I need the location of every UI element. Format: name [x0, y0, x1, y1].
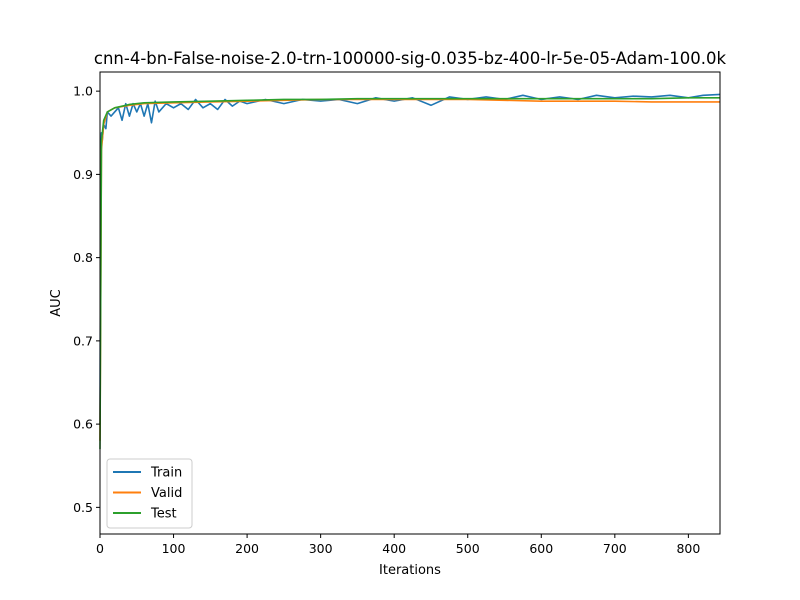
chart-title: cnn-4-bn-False-noise-2.0-trn-100000-sig-…	[94, 49, 727, 68]
x-tick-label: 800	[676, 541, 700, 556]
series-line-test	[99, 97, 720, 450]
x-axis-label: Iterations	[379, 563, 441, 578]
plot-frame	[99, 71, 721, 535]
legend-label-valid: Valid	[151, 486, 182, 501]
legend-label-test: Test	[150, 507, 177, 522]
x-tick-label: 500	[456, 541, 480, 556]
y-axis-label: AUC	[49, 289, 64, 317]
y-tick-label: 0.9	[73, 167, 93, 182]
x-tick-label: 0	[96, 541, 104, 556]
y-tick-label: 0.5	[73, 500, 93, 515]
y-tick-label: 1.0	[73, 84, 93, 99]
y-tick-label: 0.8	[73, 250, 93, 265]
x-tick-label: 700	[603, 541, 627, 556]
plot-area	[99, 93, 721, 450]
x-tick-label: 400	[382, 541, 406, 556]
x-tick-label: 100	[162, 541, 186, 556]
y-tick-label: 0.7	[73, 333, 93, 348]
y-axis: 0.5 0.6 0.7 0.8 0.9 1.0	[73, 84, 100, 515]
legend-box	[106, 458, 193, 529]
legend-label-train: Train	[150, 466, 182, 481]
y-tick-label: 0.6	[73, 417, 93, 432]
legend: Train Valid Test	[106, 458, 193, 529]
x-axis: 0 100 200 300 400 500 600 700 800	[96, 534, 700, 556]
x-tick-label: 200	[235, 541, 259, 556]
x-tick-label: 300	[309, 541, 333, 556]
x-tick-label: 600	[529, 541, 553, 556]
